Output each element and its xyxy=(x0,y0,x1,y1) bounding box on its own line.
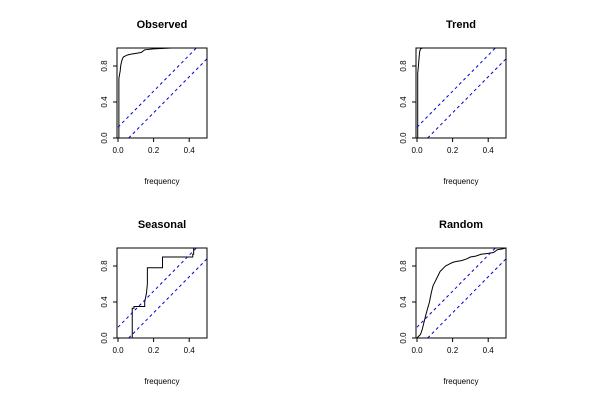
x-axis-label: frequency xyxy=(144,377,179,386)
x-tick-label: 0.0 xyxy=(411,346,423,355)
confidence-band-line xyxy=(427,58,506,138)
chart-title: Trend xyxy=(446,19,476,31)
x-tick-label: 0.2 xyxy=(447,346,459,355)
x-axis-label: frequency xyxy=(443,377,478,386)
plot-frame xyxy=(116,247,208,339)
y-tick-label: 0.8 xyxy=(100,260,109,272)
y-tick-label: 0.4 xyxy=(100,296,109,308)
panel-trend: Trend 0.0 0.2 0.4 0.0 0.4 0.8 frequency xyxy=(399,19,507,186)
x-tick-label: 0.0 xyxy=(112,146,124,155)
x-tick-label: 0.0 xyxy=(411,146,423,155)
confidence-band-line xyxy=(416,48,497,128)
cumulative-periodogram-line xyxy=(118,48,207,138)
x-tick-label: 0.4 xyxy=(483,146,495,155)
cumulative-periodogram-line xyxy=(417,48,506,138)
y-tick-label: 0.4 xyxy=(399,296,408,308)
panel-seasonal: Seasonal 0.0 0.2 0.4 0.0 0.4 0.8 frequency xyxy=(100,219,208,386)
confidence-band-line xyxy=(128,258,207,338)
confidence-band-line xyxy=(117,48,198,128)
y-tick-label: 0.0 xyxy=(399,332,408,344)
y-tick-label: 0.0 xyxy=(100,332,109,344)
y-tick-label: 0.8 xyxy=(399,60,408,72)
y-tick-label: 0.4 xyxy=(100,96,109,108)
panel-random: Random 0.0 0.2 0.4 0.0 0.4 0.8 frequency xyxy=(399,219,507,386)
series-group xyxy=(117,248,207,338)
x-axis-label: frequency xyxy=(443,177,478,186)
cumulative-periodogram-line xyxy=(416,248,506,338)
series-group xyxy=(117,48,207,138)
confidence-band-line xyxy=(416,248,497,328)
x-axis-label: frequency xyxy=(144,177,179,186)
x-tick-label: 0.4 xyxy=(483,346,495,355)
x-tick-label: 0.2 xyxy=(148,146,160,155)
y-tick-label: 0.0 xyxy=(100,132,109,144)
confidence-band-line xyxy=(427,258,506,338)
series-group xyxy=(416,248,506,338)
x-tick-label: 0.4 xyxy=(184,146,196,155)
cumulative-periodogram-line xyxy=(118,248,207,338)
chart-title: Observed xyxy=(137,19,188,31)
series-group xyxy=(416,48,506,138)
panel-observed: Observed 0.0 0.2 0.4 0.0 0.4 0.8 frequency xyxy=(100,19,208,186)
plot-frame xyxy=(116,47,208,139)
confidence-band-line xyxy=(128,58,207,138)
y-tick-label: 0.8 xyxy=(100,60,109,72)
y-tick-label: 0.8 xyxy=(399,260,408,272)
y-tick-label: 0.0 xyxy=(399,132,408,144)
x-tick-label: 0.0 xyxy=(112,346,124,355)
chart-title: Random xyxy=(439,219,483,231)
x-tick-label: 0.2 xyxy=(447,146,459,155)
plot-frame xyxy=(415,47,507,139)
y-tick-label: 0.4 xyxy=(399,96,408,108)
x-tick-label: 0.2 xyxy=(148,346,160,355)
x-tick-label: 0.4 xyxy=(184,346,196,355)
plot-frame xyxy=(415,247,507,339)
chart-title: Seasonal xyxy=(138,219,186,231)
